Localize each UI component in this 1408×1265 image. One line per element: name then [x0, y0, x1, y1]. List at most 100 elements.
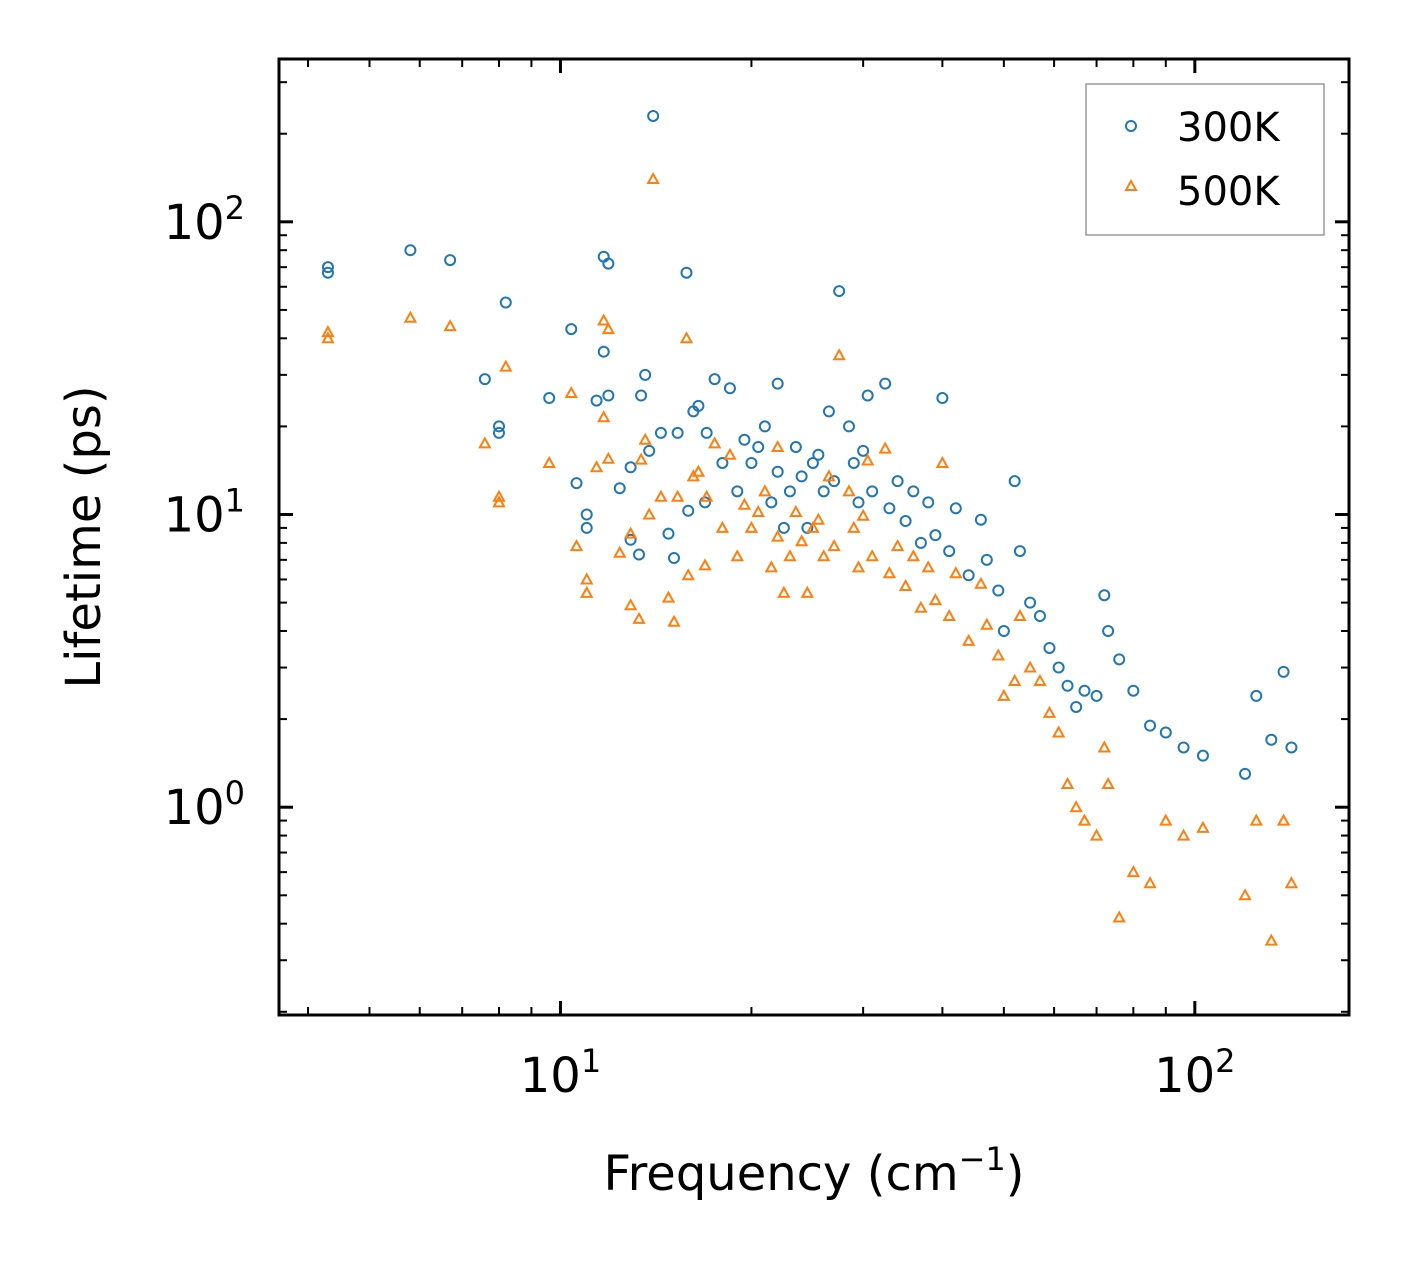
x-axis-title: Frequency (cm−1)	[603, 1140, 1024, 1202]
point-500k	[1097, 740, 1112, 753]
point-300k	[492, 420, 505, 433]
point-300k	[962, 569, 975, 582]
point-500k	[589, 460, 604, 473]
point-300k	[321, 261, 334, 274]
point-300k	[891, 475, 904, 488]
point-500k	[715, 520, 730, 533]
legend-marker-500k	[1124, 178, 1138, 191]
point-500k	[1143, 876, 1157, 889]
point-500k	[654, 489, 668, 502]
point-500k	[1159, 813, 1173, 826]
point-300k	[777, 521, 790, 534]
point-500k	[847, 520, 861, 533]
point-300k	[1061, 679, 1074, 692]
point-500k	[646, 171, 660, 185]
point-300k	[602, 257, 615, 270]
point-300k	[1098, 589, 1111, 602]
point-300k	[922, 496, 935, 509]
point-300k	[943, 545, 956, 558]
point-500k	[1176, 828, 1191, 841]
point-300k	[752, 441, 765, 454]
point-500k	[878, 441, 892, 454]
point-500k	[1013, 608, 1027, 622]
point-300k	[1078, 684, 1091, 697]
point-500k	[1101, 776, 1115, 790]
point-300k	[1239, 767, 1252, 780]
legend-marker-300k	[1125, 120, 1137, 132]
point-500k	[1238, 888, 1252, 901]
point-500k	[1249, 813, 1263, 826]
point-300k	[997, 624, 1010, 637]
point-500k	[597, 313, 611, 326]
point-300k	[992, 584, 1005, 597]
point-500k	[1007, 673, 1022, 686]
x-tick-label: 101	[520, 1042, 601, 1104]
point-500k	[898, 578, 913, 591]
point-300k	[907, 485, 920, 498]
point-500k	[827, 539, 841, 552]
point-300k	[654, 426, 667, 439]
point-500k	[1196, 820, 1210, 833]
point-500k	[321, 325, 335, 338]
point-300k	[404, 244, 417, 257]
point-500k	[681, 568, 695, 581]
point-300k	[929, 529, 942, 542]
point-300k	[699, 496, 712, 509]
point-500k	[751, 504, 765, 517]
point-300k	[597, 345, 610, 358]
point-300k	[806, 456, 819, 469]
point-300k	[861, 389, 874, 402]
point-300k	[1052, 661, 1065, 674]
point-300k	[708, 373, 721, 386]
point-300k	[643, 444, 656, 457]
point-300k	[321, 266, 334, 279]
point-300k	[580, 521, 593, 534]
point-500k	[961, 633, 976, 646]
y-tick-label: 101	[164, 482, 245, 544]
point-500k	[865, 549, 879, 562]
point-500k	[928, 593, 943, 606]
point-500k	[569, 539, 584, 552]
point-300k	[783, 485, 796, 498]
point-500k	[1033, 673, 1047, 686]
point-500k	[980, 617, 994, 630]
point-300k	[936, 392, 949, 405]
point-300k	[833, 285, 846, 298]
x-tick-label: 102	[1154, 1042, 1235, 1104]
point-500k	[580, 572, 594, 585]
point-500k	[1264, 933, 1279, 946]
point-300k	[723, 382, 736, 395]
point-500k	[499, 359, 513, 372]
point-500k	[707, 436, 722, 449]
point-500k	[699, 489, 714, 502]
point-500k	[623, 598, 638, 611]
point-500k	[770, 529, 785, 542]
point-300k	[866, 485, 879, 498]
point-500k	[806, 520, 820, 533]
point-300k	[731, 485, 744, 498]
point-300k	[852, 496, 865, 509]
point-300k	[565, 323, 578, 336]
point-500k	[851, 560, 866, 573]
point-300k	[745, 456, 758, 469]
point-500k	[860, 453, 875, 466]
point-500k	[661, 590, 676, 603]
point-500k	[564, 385, 578, 399]
point-500k	[1051, 725, 1066, 738]
point-500k	[914, 600, 928, 613]
point-500k	[789, 504, 803, 517]
legend-label-300k: 300K	[1177, 105, 1281, 151]
point-300k	[1265, 733, 1278, 746]
point-500k	[691, 464, 706, 477]
point-300k	[980, 553, 993, 566]
point-500k	[667, 614, 681, 627]
point-500k	[642, 507, 656, 520]
point-300k	[1277, 665, 1290, 678]
point-300k	[662, 527, 675, 540]
point-300k	[765, 496, 778, 509]
point-500k	[723, 447, 737, 460]
axis-ticks	[279, 59, 1349, 1015]
point-500k	[882, 566, 897, 579]
point-300k	[771, 465, 784, 478]
point-300k	[795, 470, 808, 483]
